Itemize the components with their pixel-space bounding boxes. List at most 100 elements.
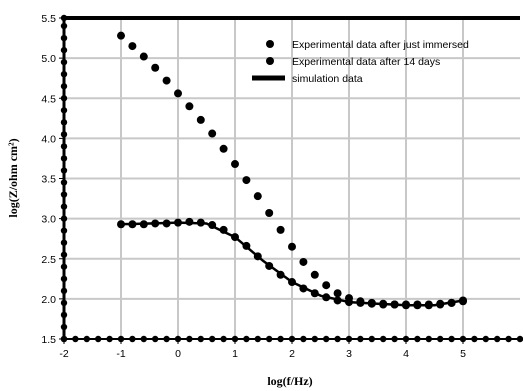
y-tick-label: 4.5 <box>41 93 56 105</box>
series-3-line <box>120 221 464 307</box>
series-1-point <box>333 289 342 298</box>
y-axis-marker <box>60 143 68 150</box>
x-axis-marker <box>311 335 318 343</box>
y-axis-marker <box>60 131 68 138</box>
x-axis-marker <box>516 335 523 343</box>
x-axis-marker <box>482 335 489 343</box>
y-axis-marker <box>60 287 68 295</box>
x-axis-marker <box>425 335 432 343</box>
y-axis-marker <box>60 263 68 270</box>
y-axis-marker <box>60 58 68 66</box>
series-1-point <box>219 144 228 153</box>
series-1-point <box>265 209 274 218</box>
x-tick-label: -2 <box>59 348 68 360</box>
x-axis-marker <box>209 335 216 343</box>
series-1-point <box>196 115 205 124</box>
x-axis-marker <box>277 335 284 343</box>
x-axis-marker <box>197 335 204 343</box>
x-axis-marker <box>448 335 455 343</box>
x-axis-marker <box>357 335 364 343</box>
y-axis-label: log(Z/ohm cm²) <box>6 138 20 217</box>
tick-label-layer: -2 -1 0 1 2 3 4 5 1.5 2.0 2.5 3.0 3.5 4.0 4.5 5.0 5.5 <box>41 13 466 360</box>
x-tick-label: 0 <box>175 348 181 360</box>
y-axis-marker <box>60 46 68 54</box>
x-axis-marker <box>243 335 250 343</box>
x-tick-label: 5 <box>460 348 466 360</box>
series-1-point <box>117 31 125 40</box>
grid-layer <box>64 17 520 339</box>
legend-label-series-2: Experimental data after 14 days <box>292 56 440 68</box>
x-axis-marker <box>300 335 307 343</box>
series-1-point <box>139 52 148 61</box>
legend-label-series-3: simulation data <box>292 73 363 85</box>
y-axis-marker <box>60 239 68 246</box>
y-tick-label: 2.0 <box>41 294 56 306</box>
x-axis-marker <box>380 335 387 343</box>
series-1-point <box>174 89 182 98</box>
y-axis-marker <box>60 70 68 78</box>
legend-label-series-1: Experimental data after just immersed <box>292 39 469 51</box>
y-axis-marker <box>60 167 68 174</box>
y-tick-label: 1.5 <box>41 334 56 346</box>
series-1-point <box>185 102 194 111</box>
y-axis-marker <box>60 22 68 30</box>
x-axis-marker <box>414 335 421 343</box>
x-axis-marker <box>220 335 227 343</box>
x-axis-marker <box>494 335 501 343</box>
series-1-point <box>128 42 137 51</box>
legend-marker-series-2 <box>266 57 274 65</box>
series-layer <box>117 31 467 310</box>
x-tick-label: 3 <box>346 348 352 360</box>
x-axis-marker <box>152 335 159 343</box>
series-1-point <box>322 281 331 290</box>
x-axis-marker <box>505 335 512 343</box>
y-axis-marker <box>60 203 68 210</box>
x-axis-marker <box>266 335 273 343</box>
x-axis-marker <box>254 335 261 343</box>
y-axis-marker <box>60 299 68 307</box>
x-axis-marker <box>95 335 102 343</box>
x-axis-marker <box>163 335 170 343</box>
x-axis-marker <box>437 335 444 343</box>
legend-marker-series-1 <box>266 40 274 48</box>
y-axis-marker <box>60 311 68 319</box>
y-axis-marker <box>60 323 68 331</box>
y-axis-marker <box>60 119 68 126</box>
x-tick-label: -1 <box>116 348 125 360</box>
x-axis-marker <box>186 335 193 343</box>
y-axis-marker <box>60 179 68 186</box>
x-axis-marker <box>140 335 147 343</box>
x-tick-label: 1 <box>232 348 238 360</box>
x-tick-label: 4 <box>403 348 409 360</box>
y-axis-marker <box>60 275 68 283</box>
x-axis-marker <box>368 335 375 343</box>
y-tick-label: 2.5 <box>41 254 56 266</box>
y-tick-label: 3.5 <box>41 174 56 186</box>
axis-layer <box>59 14 523 344</box>
x-axis-marker <box>83 335 91 343</box>
x-axis-marker <box>129 335 136 343</box>
x-tick-label: 2 <box>289 348 295 360</box>
x-axis-marker <box>106 335 113 343</box>
y-axis-marker <box>60 227 68 234</box>
y-axis-marker <box>60 83 68 90</box>
x-axis-marker <box>323 335 330 343</box>
y-axis-marker <box>60 251 68 258</box>
x-axis-marker <box>72 335 79 343</box>
series-1-point <box>151 63 160 72</box>
x-axis-label: log(f/Hz) <box>267 374 312 388</box>
series-1-point <box>208 129 217 138</box>
series-1-point <box>310 270 319 279</box>
series-1-point <box>242 176 251 185</box>
y-axis-marker <box>60 155 68 162</box>
y-axis-marker <box>60 107 68 114</box>
x-axis-marker <box>334 335 341 343</box>
series-1-point <box>288 242 296 251</box>
y-tick-label: 4.0 <box>41 133 56 145</box>
x-axis-marker <box>471 335 478 343</box>
legend: Experimental data after just immersed Ex… <box>252 39 469 85</box>
series-1-point <box>276 225 285 234</box>
y-tick-label: 5.5 <box>41 13 56 25</box>
y-tick-label: 5.0 <box>41 53 56 65</box>
